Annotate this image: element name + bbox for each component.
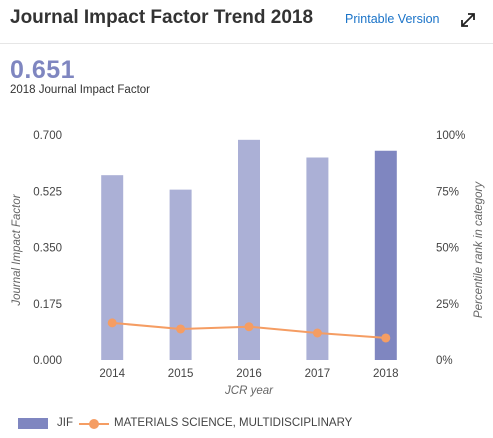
y2-tick-label: 0% [436, 355, 453, 367]
printable-version-link[interactable]: Printable Version [345, 12, 440, 26]
jif-bars [101, 139, 397, 361]
y-tick-label: 0.000 [33, 355, 62, 367]
legend-jif-label: JIF [57, 417, 73, 429]
y-tick-label: 0.700 [33, 130, 62, 142]
y-tick-label: 0.175 [33, 299, 62, 311]
y-tick-label: 0.525 [33, 186, 62, 198]
percentile-point-2016[interactable] [244, 322, 254, 332]
bar-2014[interactable] [101, 175, 124, 360]
right-axis: 0% 25% 50% 75% 100% [436, 130, 465, 367]
x-axis-title: JCR year [224, 385, 274, 397]
legend-jif-swatch [18, 418, 48, 429]
header-divider [0, 43, 493, 44]
expand-icon[interactable] [459, 11, 477, 29]
x-tick-label: 2015 [168, 368, 194, 380]
x-tick-label: 2018 [373, 368, 399, 380]
y-tick-label: 0.350 [33, 243, 62, 255]
percentile-point-2015[interactable] [176, 324, 186, 334]
y2-tick-label: 50% [436, 243, 459, 255]
y2-tick-label: 25% [436, 299, 459, 311]
legend: JIF MATERIALS SCIENCE, MULTIDISCIPLINARY [0, 410, 493, 438]
percentile-point-2018[interactable] [381, 333, 391, 343]
impact-factor-value: 0.651 [10, 56, 76, 84]
y2-tick-label: 100% [436, 130, 465, 142]
legend-line-swatch [79, 419, 109, 429]
bar-2018[interactable] [374, 150, 397, 360]
y-axis-title: Journal Impact Factor [11, 193, 23, 306]
bar-2015[interactable] [169, 189, 192, 360]
impact-factor-caption: 2018 Journal Impact Factor [10, 84, 150, 96]
y2-axis-title: Percentile rank in category [473, 181, 485, 318]
x-tick-label: 2016 [236, 368, 262, 380]
legend-line-label: MATERIALS SCIENCE, MULTIDISCIPLINARY [114, 417, 353, 429]
left-axis: 0.000 0.175 0.350 0.525 0.700 [33, 130, 62, 367]
percentile-line [107, 318, 391, 343]
x-tick-label: 2014 [99, 368, 125, 380]
impact-factor-chart: 0.000 0.175 0.350 0.525 0.700 0% 25% 50% 75% 100… [11, 130, 485, 397]
page-title: Journal Impact Factor Trend 2018 [10, 7, 314, 28]
percentile-point-2014[interactable] [107, 318, 117, 328]
x-tick-label: 2017 [305, 368, 331, 380]
x-axis: 2014 2015 2016 2017 2018 [99, 368, 398, 380]
y2-tick-label: 75% [436, 186, 459, 198]
header: Journal Impact Factor Trend 2018 Printab… [0, 0, 493, 40]
percentile-point-2017[interactable] [312, 328, 322, 338]
bar-2016[interactable] [238, 139, 260, 360]
bar-2017[interactable] [306, 157, 329, 361]
